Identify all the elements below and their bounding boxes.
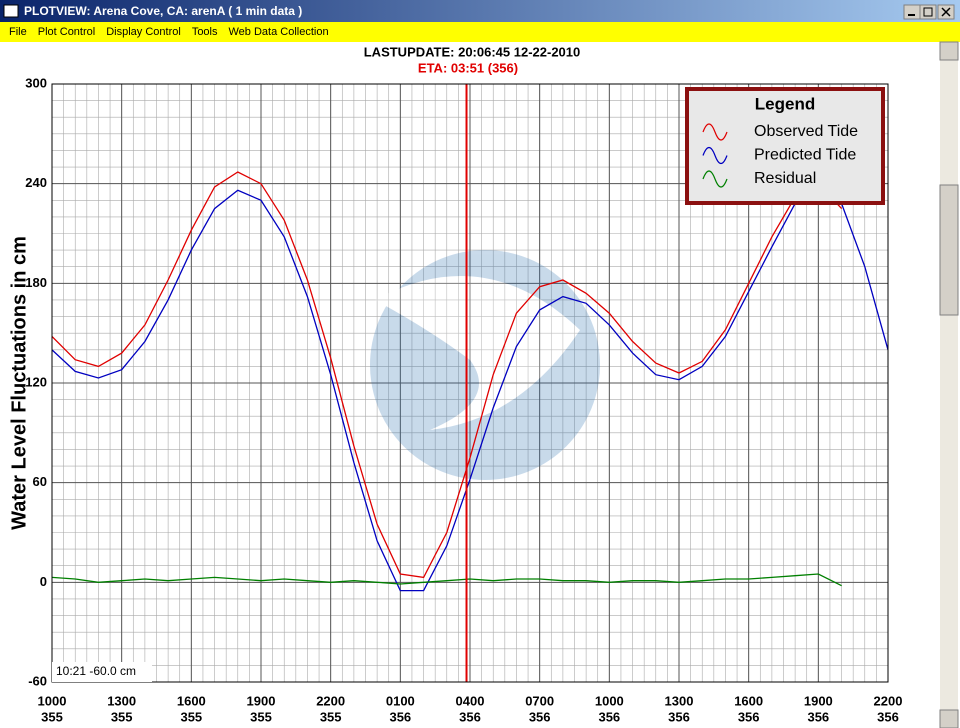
x-tick-day: 356 <box>529 709 551 724</box>
y-axis-label: Water Level Fluctuations in cm <box>8 236 30 530</box>
watermark <box>370 250 600 480</box>
cursor-readout: 10:21 -60.0 cm <box>56 664 136 678</box>
maximize-button[interactable] <box>919 4 937 20</box>
x-tick-day: 355 <box>111 709 133 724</box>
x-tick-day: 356 <box>598 709 620 724</box>
x-tick-label: 2200 <box>874 693 903 708</box>
legend-box <box>685 87 885 205</box>
plot-frame <box>51 83 889 683</box>
x-tick-label: 1900 <box>804 693 833 708</box>
x-tick-day: 355 <box>320 709 342 724</box>
x-tick-day: 356 <box>459 709 481 724</box>
y-tick-label: 300 <box>25 75 47 90</box>
legend-label: Residual <box>754 170 816 187</box>
legend-swatch <box>702 146 728 165</box>
menu-item[interactable]: Tools <box>192 26 218 38</box>
menu-bar <box>0 22 960 42</box>
menu-item[interactable]: Plot Control <box>38 26 95 38</box>
y-tick-label: 120 <box>25 374 47 389</box>
legend: Legend Observed Tide Predicted Tide Residua… <box>685 87 885 205</box>
last-update: LASTUPDATE: 20:06:45 12-22-2010 <box>364 44 581 59</box>
minimize-button[interactable] <box>903 4 921 20</box>
legend-label: Observed Tide <box>754 123 858 140</box>
series-line <box>52 182 888 592</box>
x-tick-day: 356 <box>389 709 411 724</box>
title-bar <box>0 0 960 22</box>
x-tick-label: 2200 <box>316 693 345 708</box>
series-line <box>52 171 843 579</box>
x-tick-label: 1000 <box>38 693 67 708</box>
menu-item[interactable]: Display Control <box>106 26 181 38</box>
x-tick-day: 355 <box>180 709 202 724</box>
y-tick-label: 180 <box>25 275 47 290</box>
x-tick-day: 356 <box>738 709 760 724</box>
readout-bg <box>52 662 152 682</box>
x-tick-label: 1300 <box>665 693 694 708</box>
scrollbar[interactable] <box>940 42 958 728</box>
menu-item[interactable]: File <box>9 26 27 38</box>
legend-title: Legend <box>755 94 815 113</box>
scroll-down[interactable] <box>939 709 959 728</box>
legend-swatch <box>702 170 728 188</box>
window-title: PLOTVIEW: Arena Cove, CA: arenA ( 1 min … <box>24 4 302 18</box>
menu: File Plot Control Display Control Tools Web … <box>9 26 329 38</box>
x-tick-label: 1300 <box>107 693 136 708</box>
y-tick-label: 60 <box>33 474 47 489</box>
x-tick-label: 0400 <box>456 693 485 708</box>
y-tick-label: 240 <box>25 175 47 190</box>
x-tick-label: 1600 <box>177 693 206 708</box>
y-tick-label: 0 <box>40 574 47 589</box>
scroll-up[interactable] <box>939 41 959 61</box>
x-tick-day: 356 <box>668 709 690 724</box>
legend-label: Predicted Tide <box>754 147 856 164</box>
series-line <box>52 573 842 587</box>
x-tick-day: 356 <box>807 709 829 724</box>
x-tick-label: 1900 <box>247 693 276 708</box>
x-tick-day: 355 <box>41 709 63 724</box>
window-controls <box>903 4 955 20</box>
x-tick-label: 1600 <box>734 693 763 708</box>
menu-item[interactable]: Web Data Collection <box>229 26 329 38</box>
x-tick-label: 1000 <box>595 693 624 708</box>
legend-swatch <box>702 123 728 141</box>
x-tick-day: 356 <box>877 709 899 724</box>
app-icon <box>3 4 19 18</box>
scroll-thumb[interactable] <box>939 184 959 316</box>
plot-series <box>52 84 888 682</box>
y-tick-label: -60 <box>28 673 47 688</box>
eta-label: ETA: 03:51 (356) <box>418 60 518 75</box>
x-tick-label: 0100 <box>386 693 415 708</box>
x-tick-day: 355 <box>250 709 272 724</box>
x-tick-label: 0700 <box>525 693 554 708</box>
